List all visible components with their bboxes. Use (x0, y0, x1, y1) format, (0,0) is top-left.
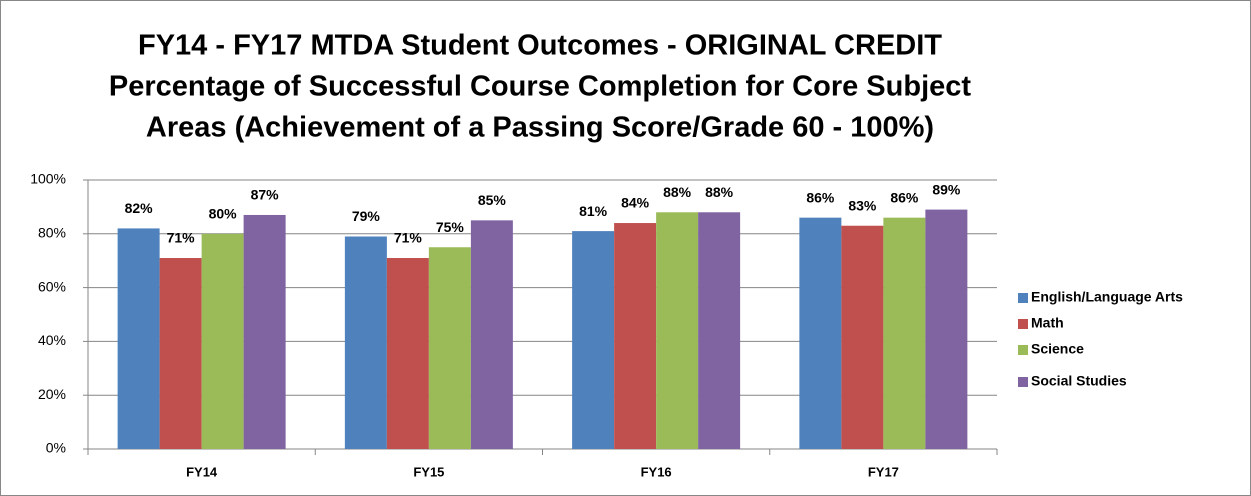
bar (614, 223, 657, 449)
bar (243, 214, 286, 449)
data-label: 83% (848, 197, 877, 213)
data-label: 88% (663, 184, 692, 200)
legend-swatch (1018, 345, 1028, 355)
data-label: 81% (579, 203, 608, 219)
legend-swatch (1018, 377, 1028, 387)
bar (925, 209, 968, 449)
data-label: 86% (806, 189, 835, 205)
chart-title: Percentage of Successful Course Completi… (109, 71, 971, 103)
data-label: 80% (209, 206, 238, 222)
bar (470, 220, 513, 449)
y-tick-label: 20% (38, 386, 66, 402)
legend-label: Math (1031, 315, 1064, 331)
legend-label: Social Studies (1031, 373, 1127, 389)
bar (344, 236, 387, 449)
data-label: 85% (478, 192, 507, 208)
y-tick-label: 80% (38, 225, 66, 241)
chart-title: FY14 - FY17 MTDA Student Outcomes - ORIG… (138, 30, 942, 62)
bar (428, 247, 471, 449)
x-tick-label: FY14 (186, 464, 218, 479)
data-label: 71% (394, 230, 423, 246)
y-tick-label: 40% (38, 332, 66, 348)
bar (841, 225, 884, 449)
bar (159, 258, 202, 449)
y-tick-label: 100% (30, 171, 66, 187)
data-label: 82% (125, 200, 154, 216)
bar (386, 258, 429, 449)
data-label: 87% (251, 187, 280, 203)
data-label: 88% (705, 184, 734, 200)
data-label: 84% (621, 195, 650, 211)
bar (117, 228, 160, 449)
bar (883, 217, 926, 449)
x-tick-label: FY16 (641, 464, 672, 479)
legend-swatch (1018, 319, 1028, 329)
y-tick-label: 0% (46, 440, 66, 456)
data-label: 75% (436, 219, 465, 235)
bar (799, 217, 842, 449)
legend-label: Science (1031, 341, 1084, 357)
bar (656, 212, 699, 449)
y-tick-label: 60% (38, 278, 66, 294)
bar (572, 231, 615, 449)
data-label: 86% (890, 189, 919, 205)
data-label: 79% (352, 208, 381, 224)
legend-swatch (1018, 293, 1028, 303)
bar (201, 233, 244, 449)
bar (698, 212, 741, 449)
chart-title: Areas (Achievement of a Passing Score/Gr… (146, 112, 934, 144)
data-label: 89% (932, 181, 961, 197)
data-label: 71% (167, 230, 196, 246)
x-tick-label: FY17 (868, 464, 899, 479)
x-tick-label: FY15 (413, 464, 444, 479)
legend-label: English/Language Arts (1031, 289, 1183, 305)
